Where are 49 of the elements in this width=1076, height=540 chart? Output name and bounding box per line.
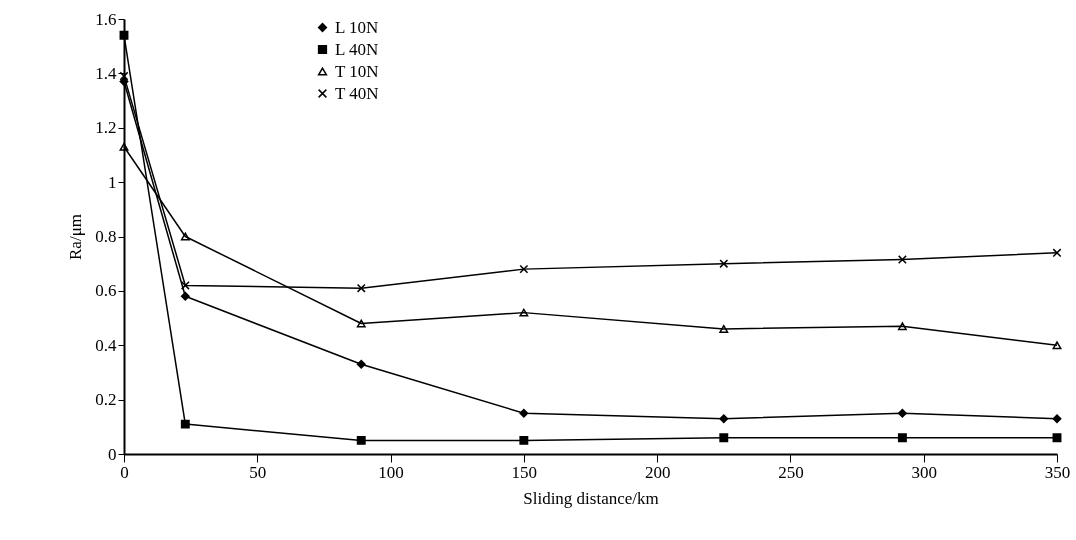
legend-label: L 40N	[335, 39, 379, 59]
x-tick-label: 100	[378, 462, 404, 482]
y-tick-label: 1	[108, 172, 117, 192]
point	[180, 280, 190, 290]
point	[719, 324, 729, 333]
point	[719, 259, 729, 269]
x-axis-title: Sliding distance/km	[523, 488, 659, 508]
point	[1052, 341, 1062, 350]
point	[719, 433, 729, 443]
point	[897, 408, 907, 418]
y-tick-label: 0.8	[95, 227, 117, 246]
y-tick-label: 1.2	[95, 118, 117, 138]
y-tick-label: 1.4	[95, 63, 117, 83]
x-tick-label: 250	[778, 462, 804, 482]
y-tick-label: 0.6	[95, 281, 117, 301]
point	[1052, 248, 1062, 258]
point	[119, 77, 129, 86]
point	[180, 419, 190, 429]
y-tick-label: 0.2	[95, 390, 117, 410]
y-tick-label: 0	[108, 444, 117, 464]
point	[356, 283, 366, 293]
point	[1052, 414, 1062, 424]
point	[519, 408, 529, 418]
point	[119, 142, 129, 151]
point	[519, 435, 529, 445]
x-tick-label: 150	[511, 462, 538, 482]
point	[180, 291, 190, 301]
x-tick-label: 200	[644, 462, 671, 482]
point	[180, 232, 190, 241]
x-tick-label: 350	[1044, 462, 1071, 482]
point	[897, 433, 907, 443]
x-tick-label: 300	[911, 462, 937, 482]
y-tick-label: 1.6	[95, 9, 117, 29]
point	[719, 414, 729, 424]
point	[519, 308, 529, 317]
point	[356, 319, 366, 328]
legend-label: L 10N	[335, 17, 379, 37]
point	[356, 359, 366, 369]
point	[897, 322, 907, 331]
legend-label: T 40N	[335, 83, 379, 103]
point	[1052, 433, 1062, 443]
legend-label: T 10N	[335, 61, 379, 81]
point	[519, 264, 529, 274]
point	[897, 255, 907, 265]
x-tick-label: 50	[249, 462, 267, 482]
point	[119, 30, 129, 40]
y-tick-label: 0.4	[95, 335, 117, 355]
y-axis-title: Ra/μm	[66, 214, 86, 260]
point	[356, 435, 366, 445]
